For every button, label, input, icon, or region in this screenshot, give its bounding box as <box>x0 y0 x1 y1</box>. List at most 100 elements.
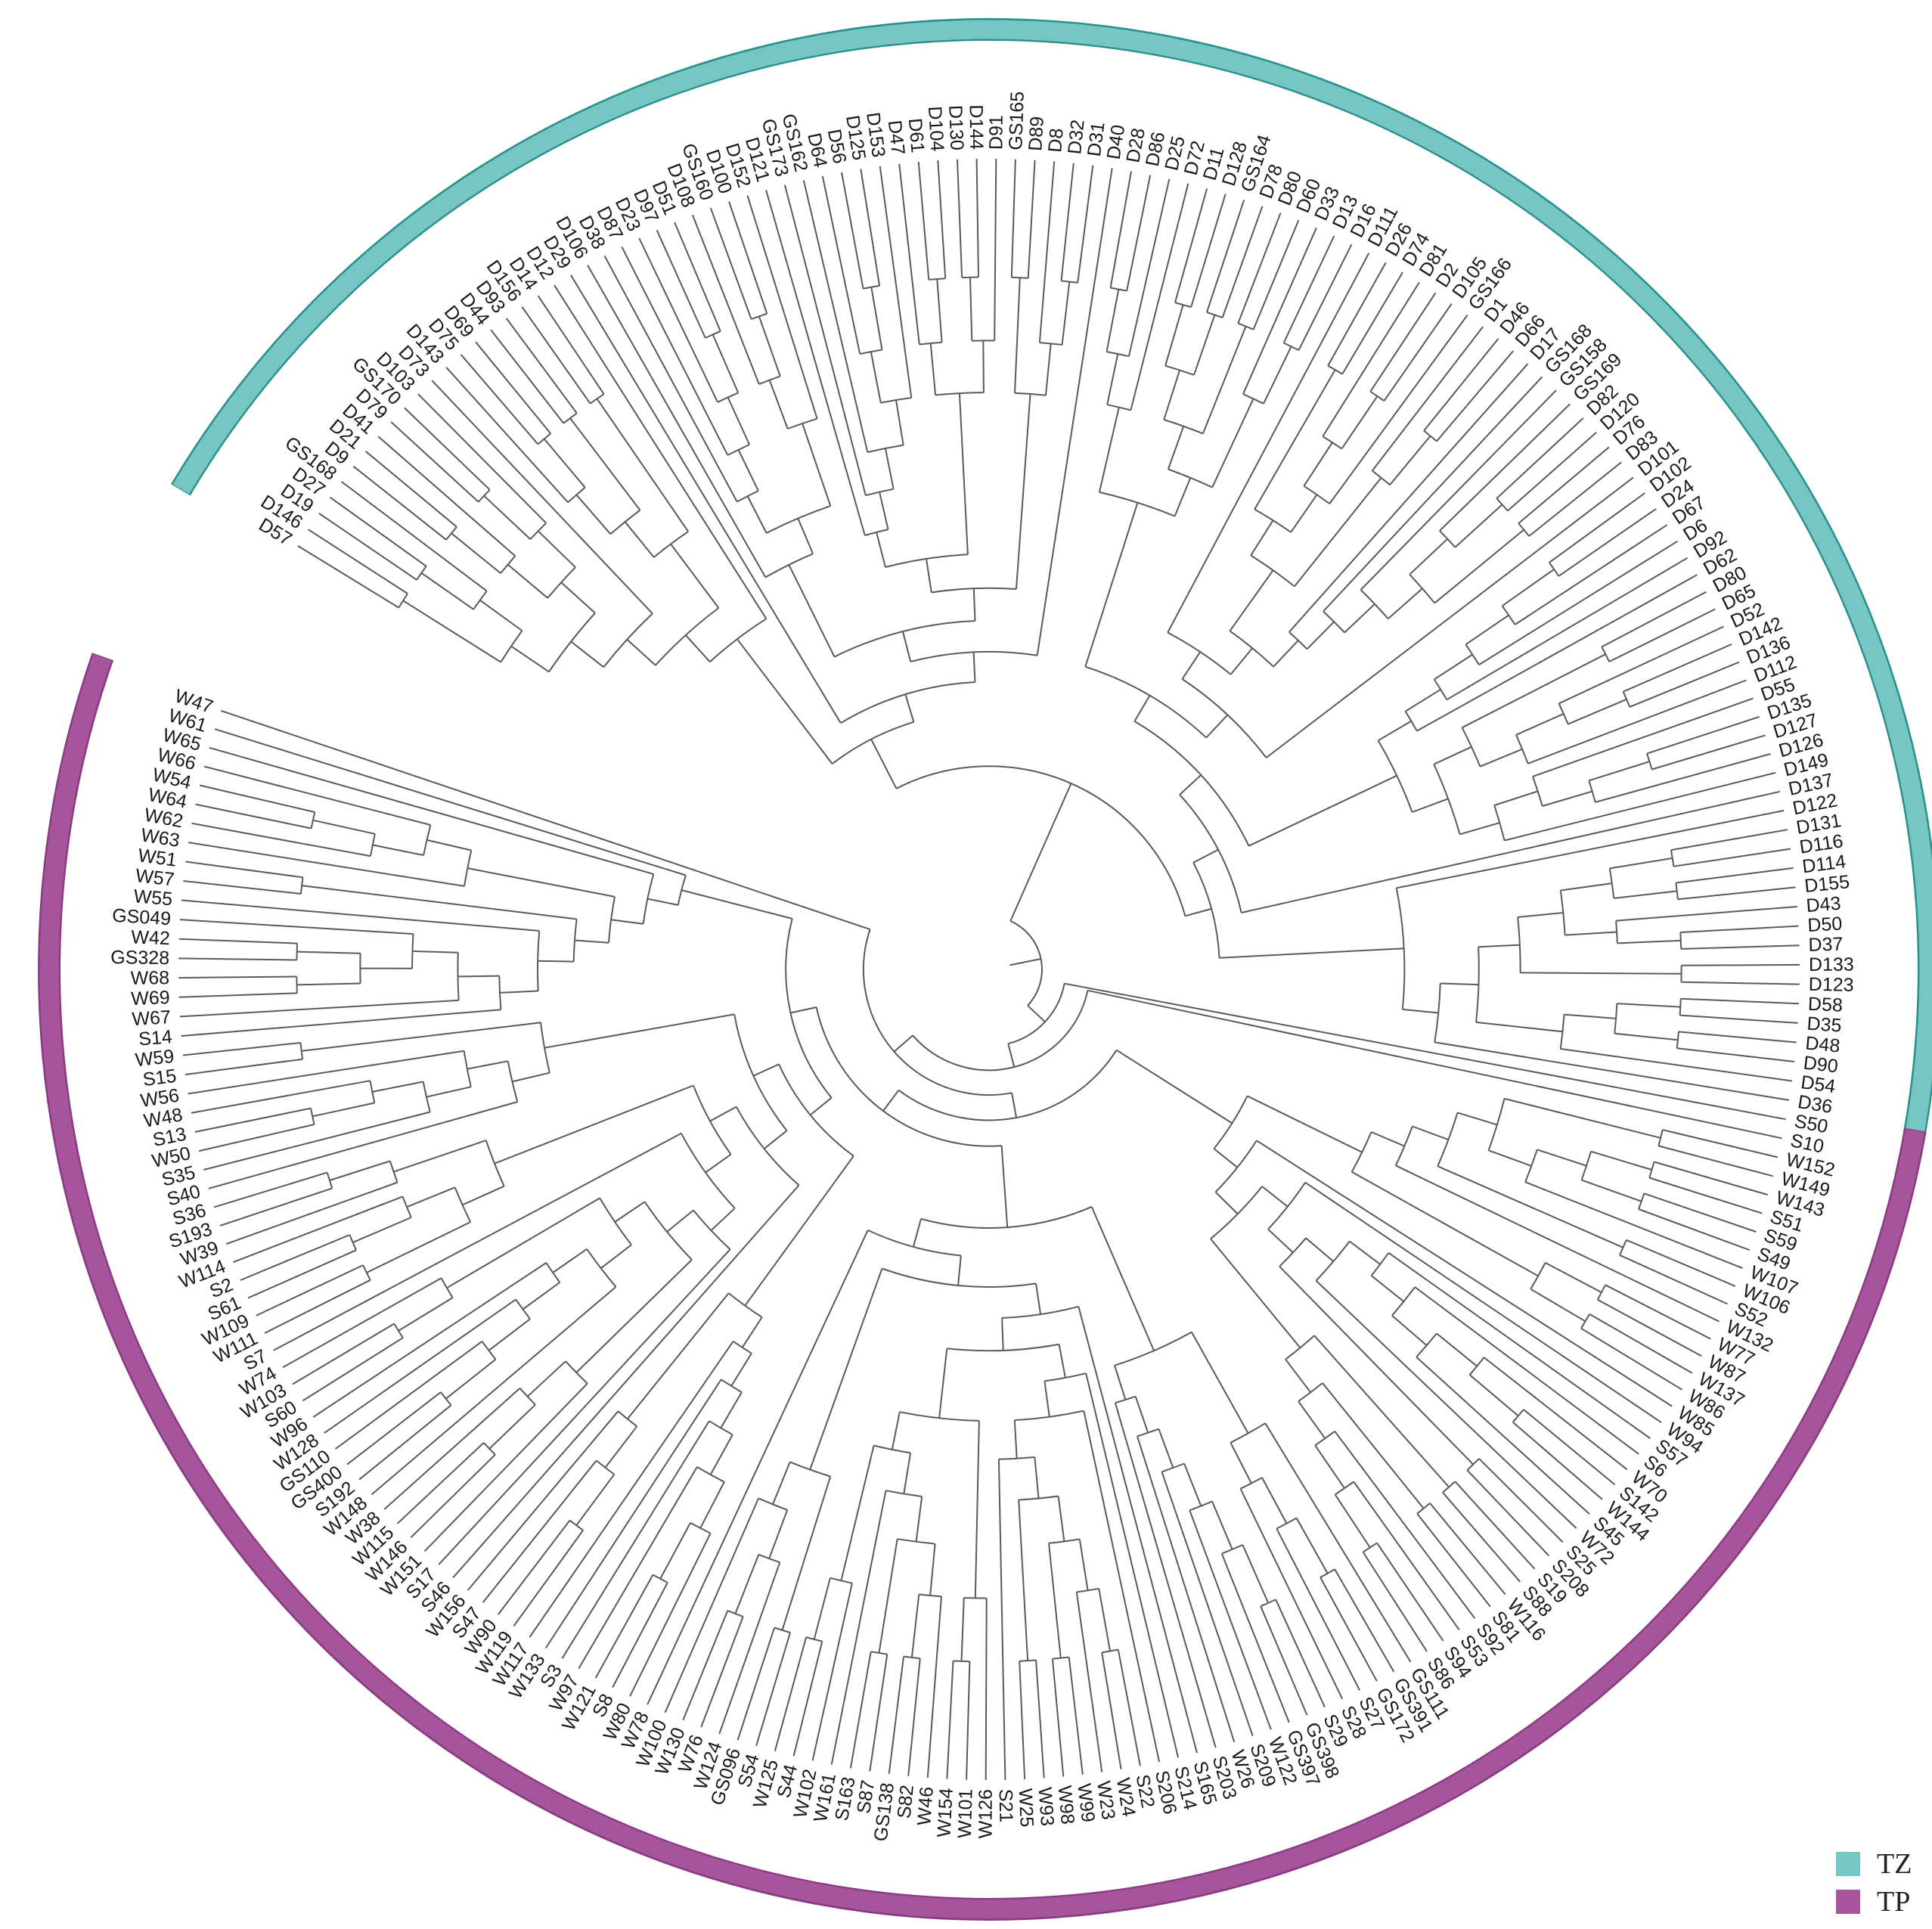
branch-line <box>1530 1288 1586 1323</box>
leaf-branch <box>907 1658 921 1776</box>
branch-arc <box>1596 1284 1606 1301</box>
branch-arc <box>1213 1095 1248 1149</box>
branch-line <box>1434 653 1473 681</box>
branch-line <box>1250 519 1274 557</box>
branch-arc <box>296 943 298 960</box>
branch-line <box>1565 931 1617 936</box>
branch-line <box>1488 1149 1532 1167</box>
leaf-branch <box>308 529 408 594</box>
leaf-branch <box>1454 1481 1536 1570</box>
branch-arc <box>1363 1542 1378 1553</box>
branch-arc <box>1315 1240 1351 1282</box>
branch-line <box>1211 398 1254 488</box>
leaf-branch <box>226 1181 398 1245</box>
leaf-branch <box>191 822 371 858</box>
branch-arc <box>1099 491 1175 517</box>
branch-line <box>1402 1008 1439 1014</box>
branch-line <box>1564 1013 1617 1019</box>
leaf-branch <box>191 1080 371 1114</box>
leaf-label: W101 <box>954 1788 977 1838</box>
leaf-branch <box>1206 200 1245 313</box>
leaf-branch <box>178 992 297 998</box>
leaf-branch <box>1643 1192 1757 1233</box>
leaf-branch <box>335 1341 483 1450</box>
leaf-label: W46 <box>913 1786 938 1826</box>
leaf-branch <box>179 999 459 1018</box>
leaf-branch <box>377 436 516 557</box>
branch-arc <box>1548 562 1560 577</box>
leaf-label: W25 <box>1015 1788 1037 1828</box>
branch-line <box>1279 1266 1474 1465</box>
leaf-branch <box>1282 235 1335 343</box>
branch-arc <box>1676 1031 1679 1049</box>
leaf-label: D40 <box>1103 123 1130 161</box>
leaf-branch <box>957 159 963 278</box>
leaf-label: D90 <box>1802 1052 1839 1077</box>
leaf-branch <box>1527 679 1747 764</box>
branch-arc <box>721 1379 743 1393</box>
branch-arc <box>398 593 408 609</box>
group-ring-edge-tp <box>38 653 1927 1921</box>
branch-arc <box>910 650 1037 662</box>
branch-line <box>1614 890 1677 899</box>
leaf-branch <box>1137 1436 1236 1743</box>
leaf-branch <box>1466 1469 1550 1556</box>
leaf-branch <box>1035 1660 1045 1779</box>
branch-arc <box>733 1340 752 1354</box>
branch-arc <box>899 1411 979 1422</box>
leaf-branch <box>203 765 431 826</box>
branch-arc <box>805 1636 823 1642</box>
leaf-label: D91 <box>985 115 1006 150</box>
leaf-branch <box>728 201 768 315</box>
leaf-branch <box>1388 1251 1651 1440</box>
leaf-branch <box>1496 417 1584 499</box>
branch-line <box>705 1153 732 1174</box>
leaf-branch <box>1681 963 1800 966</box>
branch-arc <box>1230 1422 1266 1444</box>
branch-line <box>758 316 781 377</box>
leaf-branch <box>1439 403 1571 532</box>
leaf-branch <box>383 1388 521 1510</box>
branch-line <box>1457 1112 1498 1126</box>
branch-arc <box>898 1050 1118 1121</box>
leaf-branch <box>352 465 447 541</box>
leaf-branch <box>1362 1551 1428 1652</box>
branch-arc <box>690 1522 712 1534</box>
leaf-branch <box>1369 292 1437 392</box>
branch-line <box>462 1185 505 1206</box>
leaf-branch <box>917 162 930 280</box>
leaf-label: D133 <box>1809 954 1854 975</box>
leaf-branch <box>554 284 768 619</box>
leaf-branch <box>1327 262 1387 367</box>
leaf-label: W98 <box>1053 1785 1078 1825</box>
branch-line <box>467 867 616 898</box>
branch-arc <box>929 278 946 281</box>
leaf-branch <box>1549 492 1645 563</box>
branch-arc <box>1394 1126 1413 1166</box>
branch-arc <box>882 1267 1037 1289</box>
leaf-branch <box>594 1574 654 1679</box>
leaf-branch <box>1298 243 1353 351</box>
leaf-branch <box>691 214 760 385</box>
branch-line <box>1078 1539 1089 1591</box>
leaf-label: D48 <box>1804 1033 1841 1057</box>
leaf-branch <box>220 709 870 930</box>
leaf-branch <box>1320 1577 1378 1682</box>
branch-line <box>969 277 973 341</box>
branch-line <box>426 1086 472 1098</box>
branch-arc <box>1240 1477 1263 1490</box>
leaf-branch <box>1114 1402 1217 1748</box>
branch-line <box>426 839 472 851</box>
leaf-branch <box>1658 1145 1773 1177</box>
branch-line <box>610 919 643 925</box>
branch-line <box>1389 435 1431 485</box>
branch-line <box>768 380 789 430</box>
branch-line <box>512 1071 550 1083</box>
branch-arc <box>643 1201 693 1261</box>
branch-line <box>1314 1444 1345 1489</box>
branch-arc <box>454 1186 471 1223</box>
leaf-label: D155 <box>1803 871 1850 897</box>
branch-arc <box>867 1229 961 1257</box>
branch-line <box>915 1496 923 1542</box>
leaf-label: D37 <box>1808 934 1844 956</box>
